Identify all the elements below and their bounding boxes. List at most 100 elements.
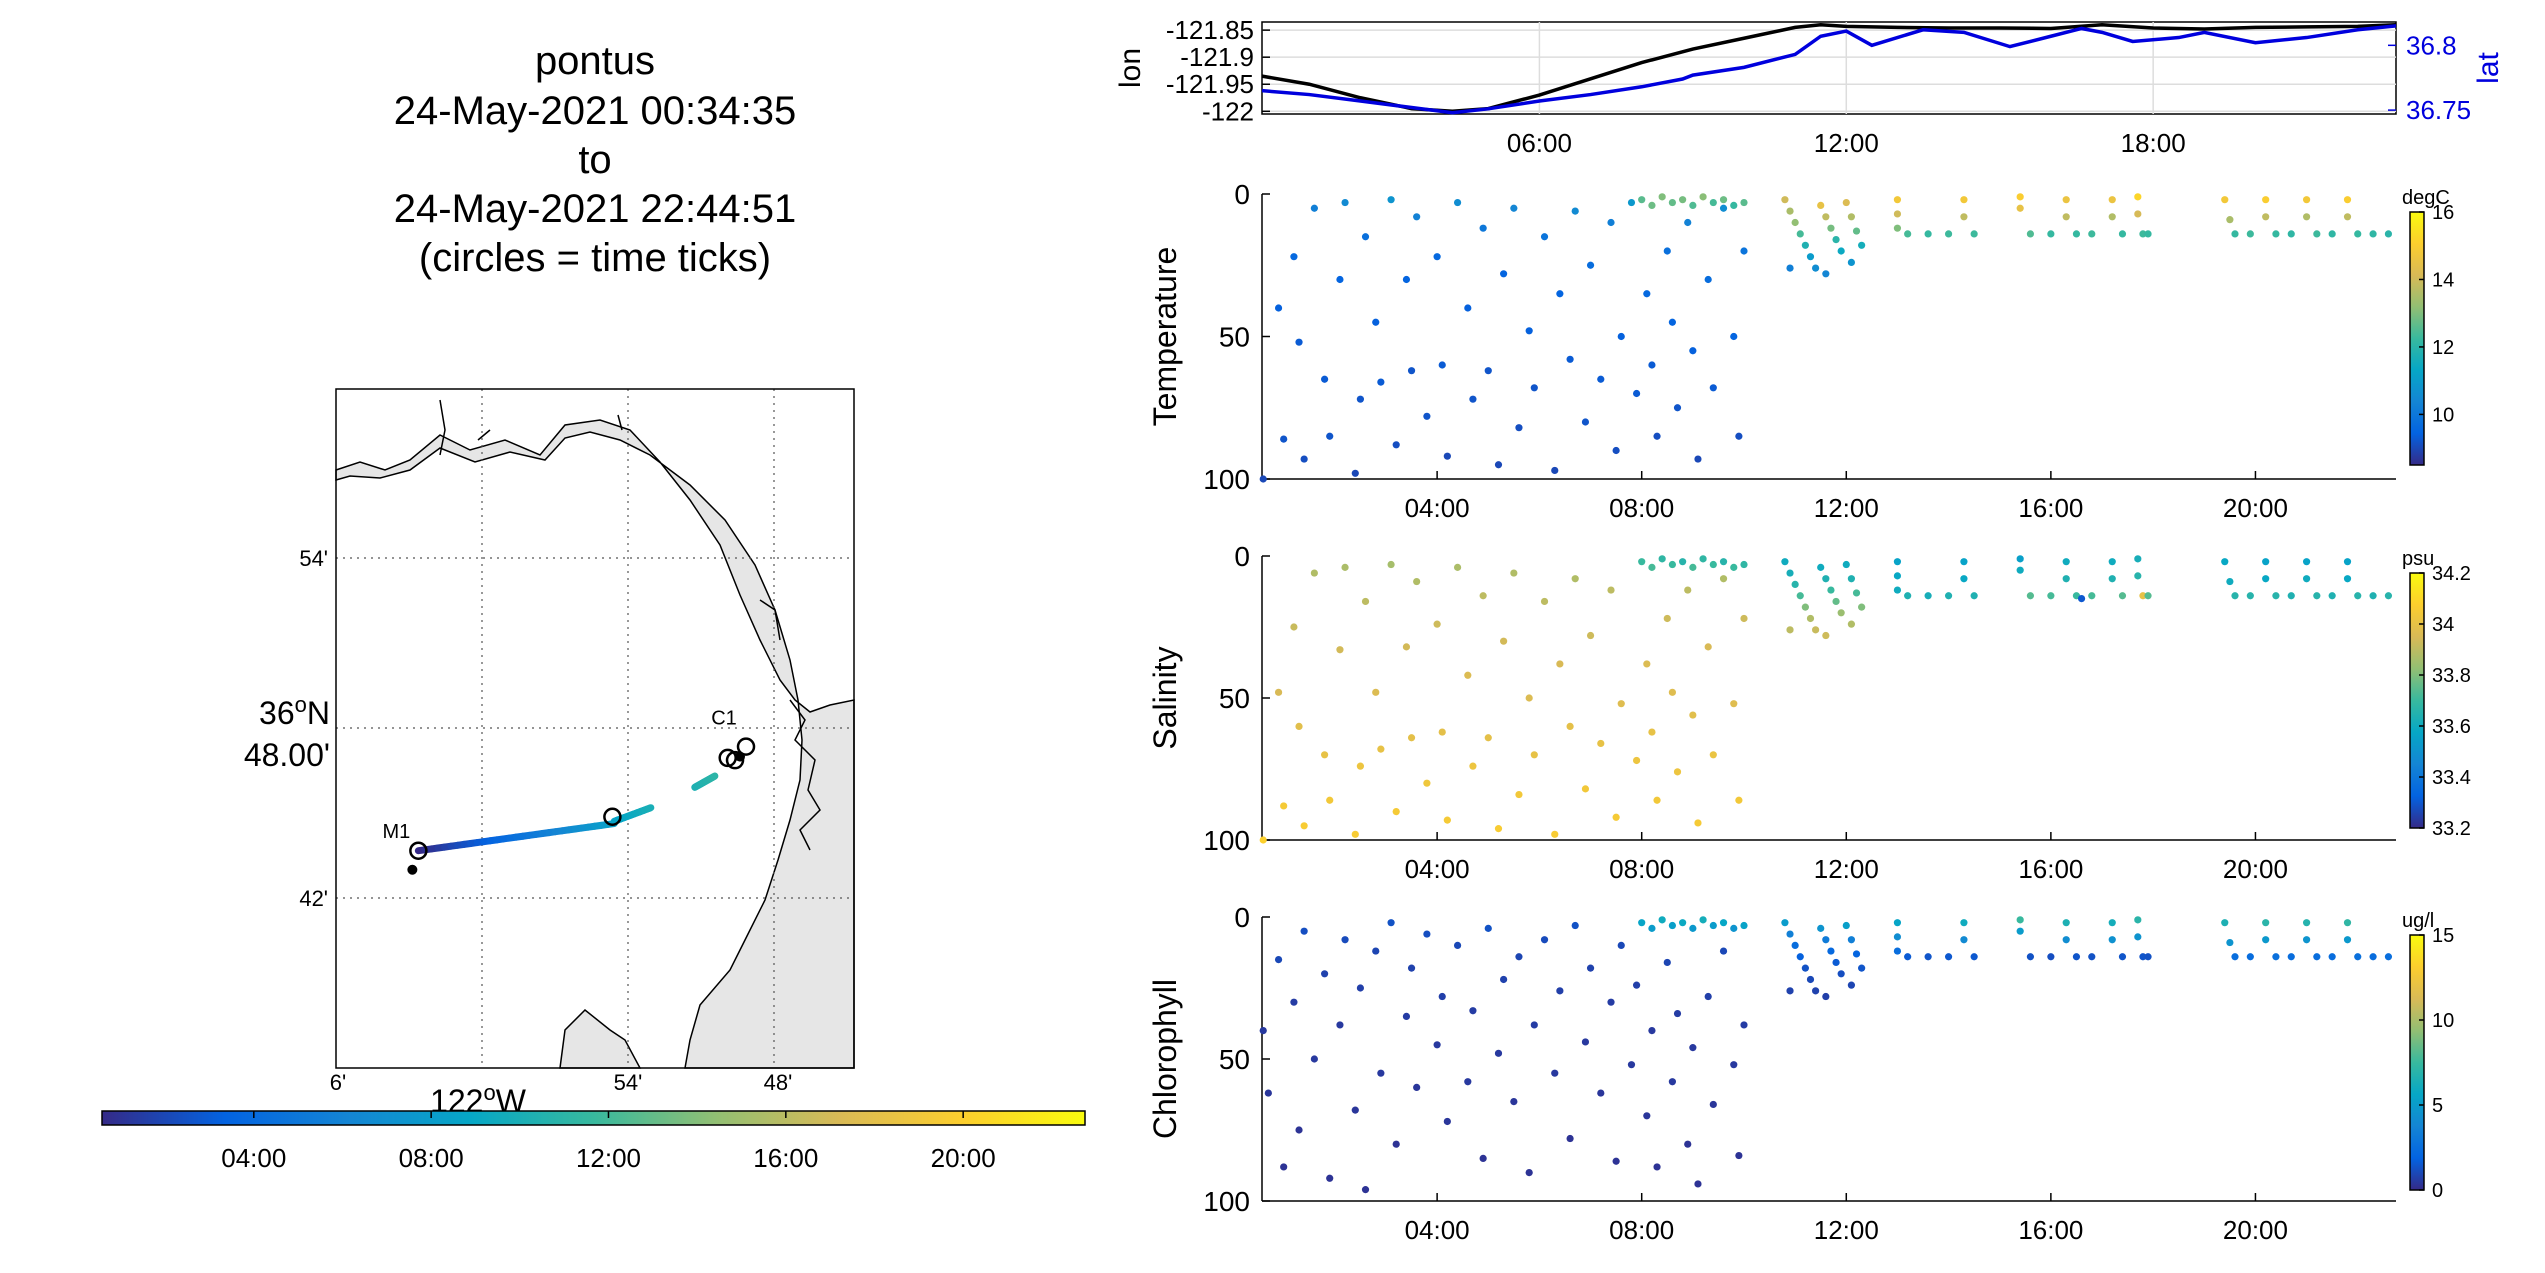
profile-1-point-20 [1413, 577, 1421, 586]
profile-0-colorbar-tick-label-3: 10 [2432, 404, 2454, 426]
profile-0-point-104 [2016, 204, 2024, 212]
profile-0-point-60 [1719, 204, 1728, 212]
lon-tick-48: 48' [764, 1070, 793, 1095]
profile-0-point-131 [2343, 213, 2352, 221]
profile-1-x-tick-label-3: 16:00 [2018, 854, 2083, 884]
profile-2-point-113 [2108, 936, 2116, 944]
profile-0-point-91 [1786, 264, 1794, 272]
profile-1-point-30 [1494, 825, 1503, 833]
profile-0-point-111 [2108, 196, 2116, 204]
profile-2-point-26 [1453, 941, 1462, 950]
profile-1-point-64 [1648, 563, 1656, 571]
profile-0-point-20 [1413, 213, 1421, 221]
profile-1-point-127 [2302, 575, 2311, 583]
profile-1-point-23 [1438, 728, 1446, 736]
profile-2-x-tick-label-3: 16:00 [2018, 1215, 2083, 1245]
profile-2-point-66 [1648, 924, 1656, 932]
profile-0-point-123 [2262, 213, 2270, 221]
profile-0-point-54 [1673, 404, 1682, 412]
profile-2-point-134 [2369, 953, 2377, 961]
profile-1-point-47 [1632, 756, 1641, 765]
profile-2-point-108 [2062, 919, 2070, 927]
profile-2-point-61 [1719, 947, 1728, 955]
profile-2-point-117 [2139, 953, 2147, 961]
profile-2-point-122 [2246, 953, 2254, 961]
profile-1-point-114 [2134, 555, 2142, 563]
profile-2-point-101 [1960, 919, 1968, 927]
profile-2-point-8 [1321, 970, 1329, 978]
profile-0-point-88 [1847, 213, 1856, 221]
profile-0-point-74 [1740, 198, 1748, 207]
profile-0-point-73 [1730, 201, 1738, 209]
profile-2-x-tick-label-1: 08:00 [1609, 1215, 1674, 1245]
profile-0-point-83 [1822, 213, 1830, 221]
profile-0-point-121 [2246, 230, 2254, 238]
profile-0-point-56 [1689, 347, 1697, 355]
profile-1-point-81 [1817, 563, 1825, 571]
profile-1-point-57 [1704, 643, 1712, 651]
profile-1-point-65 [1658, 555, 1666, 563]
profile-0-point-115 [2134, 210, 2142, 218]
profile-1-point-74 [1781, 558, 1789, 566]
profile-2-y-tick-label-1: 50 [1219, 1044, 1250, 1075]
profile-1-point-49 [1648, 728, 1656, 736]
profile-2-point-83 [1817, 924, 1825, 932]
profile-0-point-24 [1443, 452, 1451, 460]
profile-0-point-100 [1960, 196, 1968, 204]
profile-0-point-18 [1402, 275, 1411, 284]
profile-0-point-70 [1699, 193, 1707, 201]
profile-0-point-57 [1694, 455, 1702, 463]
profile-0-ylabel: Temperature [1147, 247, 1183, 427]
track-lon-tick-label-0: -121.85 [1166, 15, 1254, 45]
profile-0-point-125 [2287, 230, 2295, 238]
profile-0-point-21 [1423, 412, 1431, 420]
profile-1-point-34 [1525, 694, 1533, 702]
profile-2-point-2 [1274, 956, 1283, 964]
profile-2-point-45 [1607, 998, 1615, 1006]
profile-0-point-33 [1515, 424, 1523, 432]
profile-2-point-74 [1730, 924, 1738, 932]
profile-2-point-21 [1413, 1083, 1421, 1091]
profile-2-point-85 [1827, 947, 1835, 955]
profile-1-ylabel: Salinity [1147, 646, 1183, 749]
profile-2-point-60 [1709, 1100, 1717, 1109]
track-ylabel-lat: lat [2472, 51, 2505, 83]
profile-2-point-34 [1515, 953, 1523, 961]
lat-tick-36n: 36oN [259, 692, 330, 731]
profile-1-point-52 [1668, 688, 1676, 696]
profile-0-point-63 [1740, 247, 1748, 255]
profile-0-point-124 [2272, 230, 2280, 238]
profile-2-point-91 [1858, 964, 1866, 972]
profile-2-point-23 [1433, 1041, 1441, 1049]
profile-2-point-29 [1479, 1154, 1487, 1162]
profile-2-point-11 [1341, 936, 1349, 944]
profile-2-point-72 [1709, 921, 1717, 930]
track-lat-tick-label-1: 36.75 [2406, 95, 2471, 125]
profile-0-point-61 [1730, 332, 1738, 341]
profile-0-point-84 [1827, 224, 1835, 232]
profile-1-x-tick-label-1: 08:00 [1609, 854, 1674, 884]
profile-0-point-40 [1571, 207, 1579, 215]
track-chart-frame [1261, 21, 2397, 115]
profile-2-point-55 [1673, 1009, 1682, 1018]
profile-1-point-18 [1402, 643, 1411, 651]
profile-2-point-39 [1556, 987, 1564, 995]
profile-0-point-26 [1464, 304, 1472, 312]
track-lon-tick-label-1: -121.9 [1180, 42, 1254, 72]
profile-2-point-68 [1668, 921, 1676, 930]
profile-0-y-tick-label-0: 0 [1234, 179, 1250, 210]
profile-2-point-48 [1627, 1061, 1636, 1069]
time-tick-circle-0 [409, 841, 428, 860]
profile-2-point-70 [1689, 924, 1697, 932]
profile-2-point-102 [1960, 936, 1968, 944]
profile-1-point-68 [1689, 563, 1697, 571]
lat-tick-36n-deg-symbol: o [295, 692, 307, 717]
profile-1-point-7 [1321, 751, 1329, 759]
profile-0-point-53 [1668, 318, 1676, 326]
profile-0-point-117 [2144, 230, 2152, 238]
profile-0-point-78 [1796, 230, 1804, 238]
profile-2-colorbar [2409, 934, 2425, 1191]
profile-0-point-101 [1960, 213, 1968, 221]
profile-2-point-130 [2328, 953, 2336, 961]
